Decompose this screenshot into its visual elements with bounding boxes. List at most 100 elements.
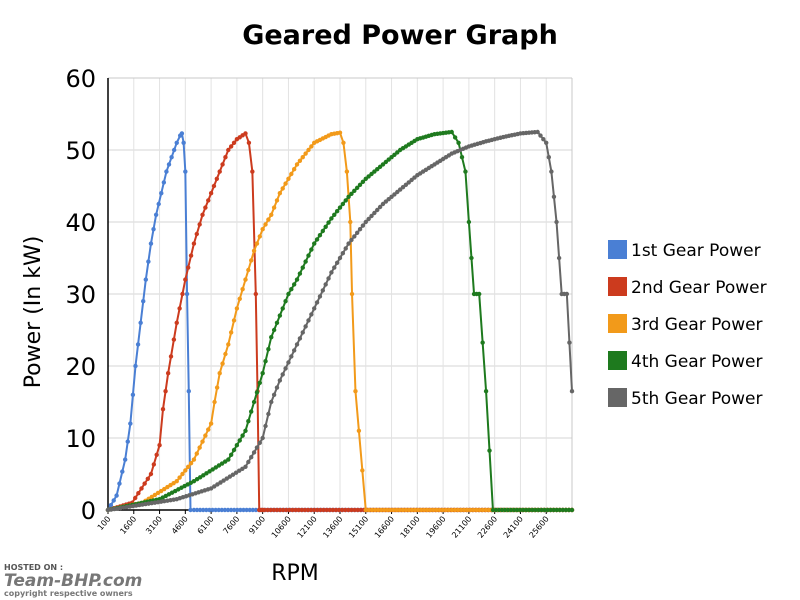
data-point [251,399,257,405]
data-point [246,419,251,424]
data-point [315,507,320,513]
data-point [554,219,559,225]
data-point [143,277,149,282]
data-point [260,371,265,376]
data-point [305,507,311,513]
data-point [214,385,220,390]
data-point [493,507,499,513]
data-point [151,227,156,232]
data-point [474,507,479,513]
data-point [294,162,300,167]
data-point [155,490,161,496]
data-point [253,507,259,513]
data-point [521,507,526,513]
data-point [191,479,197,484]
data-point [327,507,332,513]
data-point [354,185,360,190]
data-point [508,507,514,513]
data-point [334,209,340,214]
y-tick-label: 0 [81,497,96,525]
data-point [233,470,239,475]
data-point [169,155,174,160]
data-point [210,507,215,513]
x-tick-label: 19600 [424,515,447,540]
data-point [406,507,412,513]
data-point [303,151,308,156]
data-point [333,507,339,513]
x-tick-label: 24100 [502,515,525,540]
data-point [422,507,427,513]
data-point [341,140,346,145]
data-point [250,169,255,174]
data-point [418,507,424,513]
data-point [533,507,538,513]
data-point [286,360,291,365]
data-point [449,507,455,513]
data-point [512,507,517,513]
data-point [366,507,372,513]
data-point [194,231,199,237]
data-point [197,475,203,480]
x-tick-label: 9100 [247,515,267,536]
data-point [212,399,217,405]
data-point [237,438,242,443]
data-point [197,445,202,450]
data-point [234,306,240,311]
legend-label: 5th Gear Power [631,389,763,409]
legend-label: 3rd Gear Power [631,315,763,335]
data-point [188,253,194,258]
legend-item-5: 5th Gear Power [608,388,763,409]
data-point [218,480,223,485]
data-point [138,320,143,325]
data-point [280,186,285,191]
data-point [289,171,294,177]
data-point [266,347,271,352]
x-tick-label: 16600 [373,515,396,540]
data-point [145,476,151,481]
data-point [280,507,286,513]
data-point [415,507,421,513]
data-point [349,507,354,513]
data-point [346,241,351,246]
data-point [271,507,276,513]
data-point [302,507,307,513]
data-point [181,140,186,145]
data-point [200,439,205,444]
data-point [263,423,268,429]
data-point [403,507,408,513]
data-point [346,507,351,513]
legend-item-1: 1st Gear Power [608,240,761,261]
data-point [452,135,458,140]
data-point [294,342,300,347]
data-point [162,486,167,492]
data-point [207,469,212,474]
data-point [563,507,569,513]
data-point [477,507,482,513]
data-point [366,216,371,222]
data-point [486,507,492,513]
x-axis-title: RPM [271,561,319,586]
data-point [378,507,384,513]
data-point [130,392,136,397]
data-point [551,507,556,513]
x-tick-label: 4600 [170,515,190,536]
data-point [177,475,182,480]
data-point [465,507,470,513]
data-point [317,233,323,238]
data-point [546,155,551,160]
data-point [291,167,297,172]
data-point [251,450,257,455]
data-point [243,428,248,433]
data-point [287,507,292,513]
data-point [231,140,237,145]
watermark-copyright: copyright respective owners [4,589,133,598]
data-point [226,457,231,462]
data-point [254,445,260,450]
data-point [369,507,375,513]
data-point [249,409,254,414]
data-point [222,507,228,513]
legend-swatch [608,388,627,407]
data-point [496,507,502,513]
data-point [185,464,191,469]
